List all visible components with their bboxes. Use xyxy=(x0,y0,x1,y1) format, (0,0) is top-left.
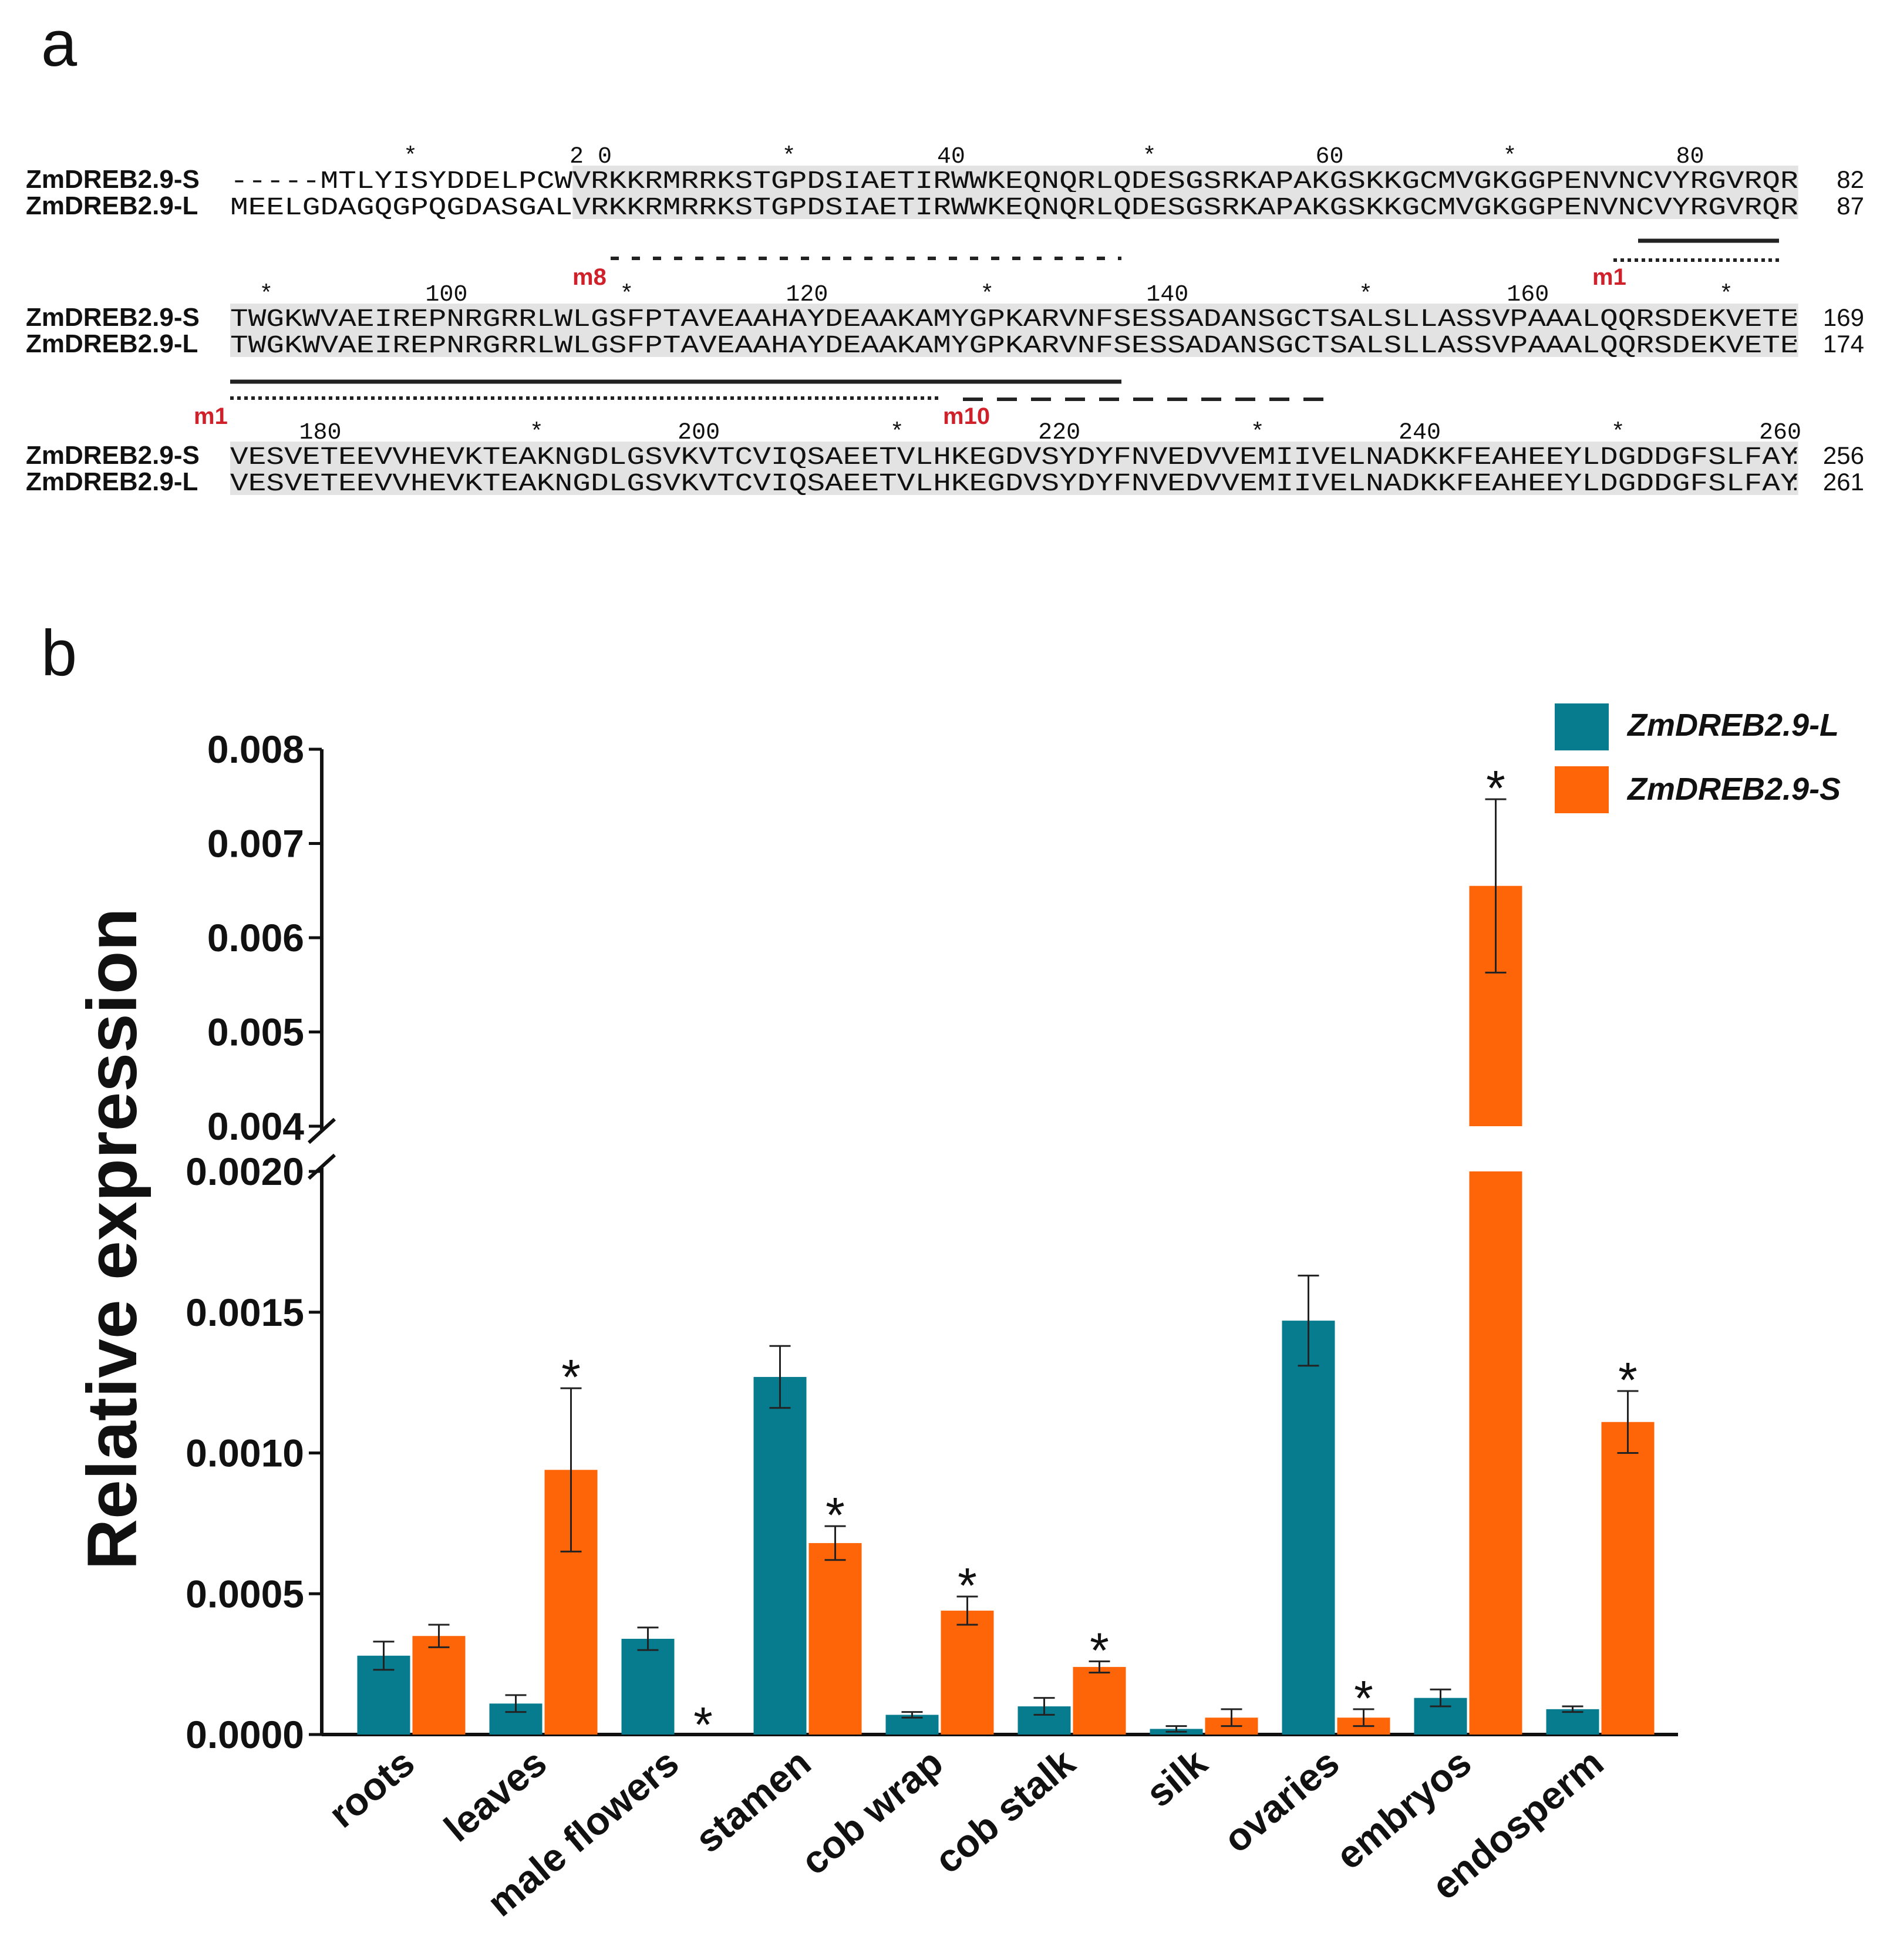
axis-break-mark xyxy=(307,1153,336,1180)
ruler-star: * xyxy=(403,144,417,170)
significance-star: * xyxy=(826,1487,845,1543)
legend-swatch-S xyxy=(1555,766,1609,813)
sequence-end-position: 174 xyxy=(1823,330,1864,358)
x-tick-label: ovaries xyxy=(1215,1740,1347,1861)
sequence-separator: : xyxy=(1792,442,1799,469)
y-tick-label: 0.008 xyxy=(207,728,304,771)
sequence-residues: VESVETEEVVHEVKTEAKNGDLGSVKVTCVIQSAEETVLH… xyxy=(230,443,1798,472)
sequence-residues: MEELGDAGQGPQGDASGALVRKKRMRRKSTGPDSIAETIR… xyxy=(230,193,1798,222)
y-tick-label: 0.0020 xyxy=(186,1150,304,1193)
conserved-shading xyxy=(230,442,1798,469)
significance-star: * xyxy=(1618,1352,1638,1407)
y-tick-label: 0.0010 xyxy=(186,1432,304,1475)
significance-star: * xyxy=(561,1349,581,1405)
sequence-end-position: 261 xyxy=(1823,468,1864,496)
panel-b-label: b xyxy=(41,617,77,689)
sequence-end-position: 87 xyxy=(1837,192,1864,220)
panel-b: b 0.00000.00050.00100.00150.00200.0040.0… xyxy=(41,617,1841,1925)
legend-swatch-L xyxy=(1555,703,1609,750)
motif-label: m1 xyxy=(194,403,228,429)
panel-a-label: a xyxy=(41,8,78,80)
sequence-name: ZmDREB2.9-S xyxy=(26,165,200,194)
sequence-end-position: 256 xyxy=(1823,442,1864,469)
sequence-separator: : xyxy=(1792,330,1799,358)
sequence-separator: : xyxy=(1792,192,1799,220)
bar-L-ovaries xyxy=(1282,1321,1335,1735)
y-tick-label: 0.005 xyxy=(207,1011,304,1054)
x-tick-label: cob stalk xyxy=(926,1740,1083,1882)
bar-S-endosperm xyxy=(1601,1422,1655,1735)
x-tick-label: silk xyxy=(1138,1740,1215,1816)
bar-L-endosperm xyxy=(1546,1709,1599,1735)
y-tick-label: 0.0015 xyxy=(186,1291,304,1334)
sequence-end-position: 82 xyxy=(1837,166,1864,193)
sequence-name: ZmDREB2.9-S xyxy=(26,303,200,332)
bar-S-embryos-lower xyxy=(1469,1171,1522,1735)
sequence-residues: -----MTLYISYDDELPCWVRKKRMRRKSTGPDSIAETIR… xyxy=(230,167,1798,196)
significance-star: * xyxy=(1486,760,1505,816)
axis-break-mark xyxy=(307,1117,336,1144)
bar-L-male-flowers xyxy=(621,1638,675,1735)
sequence-residues: VESVETEEVVHEVKTEAKNGDLGSVKVTCVIQSAEETVLH… xyxy=(230,469,1798,498)
alignment-block-2: * 100 * 120 * 140 * 160 *ZmDREB2.9-S TWGKWVAEIREP… xyxy=(26,282,1864,429)
conserved-shading xyxy=(230,468,1798,495)
significance-star: * xyxy=(1354,1671,1373,1726)
sequence-residues: TWGKWVAEIREPNRGRRLWLGSFPTAVEAAHAYDEAAKAM… xyxy=(230,331,1798,360)
significance-star: * xyxy=(693,1697,713,1752)
sequence-name: ZmDREB2.9-L xyxy=(26,467,198,496)
bar-S-cob-wrap xyxy=(941,1611,994,1735)
significance-star: * xyxy=(1090,1622,1109,1678)
legend-label-S: ZmDREB2.9-S xyxy=(1626,772,1841,807)
sequence-name: ZmDREB2.9-L xyxy=(26,329,198,358)
y-tick-label: 0.0005 xyxy=(186,1572,304,1615)
x-tick-label: leaves xyxy=(436,1740,554,1850)
conserved-shading xyxy=(572,192,1798,219)
conserved-shading xyxy=(230,304,1798,331)
x-tick-label: roots xyxy=(321,1740,423,1836)
bar-S-stamen xyxy=(808,1543,862,1735)
motif-label: m1 xyxy=(1592,264,1626,290)
y-tick-label: 0.007 xyxy=(207,822,304,866)
y-tick-label: 0.004 xyxy=(207,1104,304,1148)
bar-S-roots xyxy=(412,1636,466,1735)
y-axis-label: Relative expression xyxy=(73,908,151,1570)
motif-label: m10 xyxy=(943,403,990,429)
sequence-separator: : xyxy=(1792,304,1799,331)
x-tick-label: cob wrap xyxy=(793,1740,951,1883)
legend: ZmDREB2.9-L ZmDREB2.9-S xyxy=(1555,703,1841,813)
y-tick-label: 0.006 xyxy=(207,916,304,959)
legend-label-L: ZmDREB2.9-L xyxy=(1626,708,1839,743)
conserved-shading xyxy=(572,166,1798,193)
sequence-residues: TWGKWVAEIREPNRGRRLWLGSFPTAVEAAHAYDEAAKAM… xyxy=(230,305,1798,334)
y-tick-label: 0.0000 xyxy=(186,1713,304,1756)
x-tick-label: stamen xyxy=(687,1740,819,1861)
motif-label: m8 xyxy=(572,264,607,290)
sequence-end-position: 169 xyxy=(1823,304,1864,331)
bar-S-cob-stalk xyxy=(1073,1666,1126,1735)
conserved-shading xyxy=(230,330,1798,357)
sequence-name: ZmDREB2.9-L xyxy=(26,191,198,220)
sequence-separator: : xyxy=(1792,468,1799,496)
sequence-separator: : xyxy=(1792,166,1799,193)
bar-L-stamen xyxy=(753,1377,807,1735)
sequence-name: ZmDREB2.9-S xyxy=(26,441,200,470)
significance-star: * xyxy=(958,1558,977,1613)
